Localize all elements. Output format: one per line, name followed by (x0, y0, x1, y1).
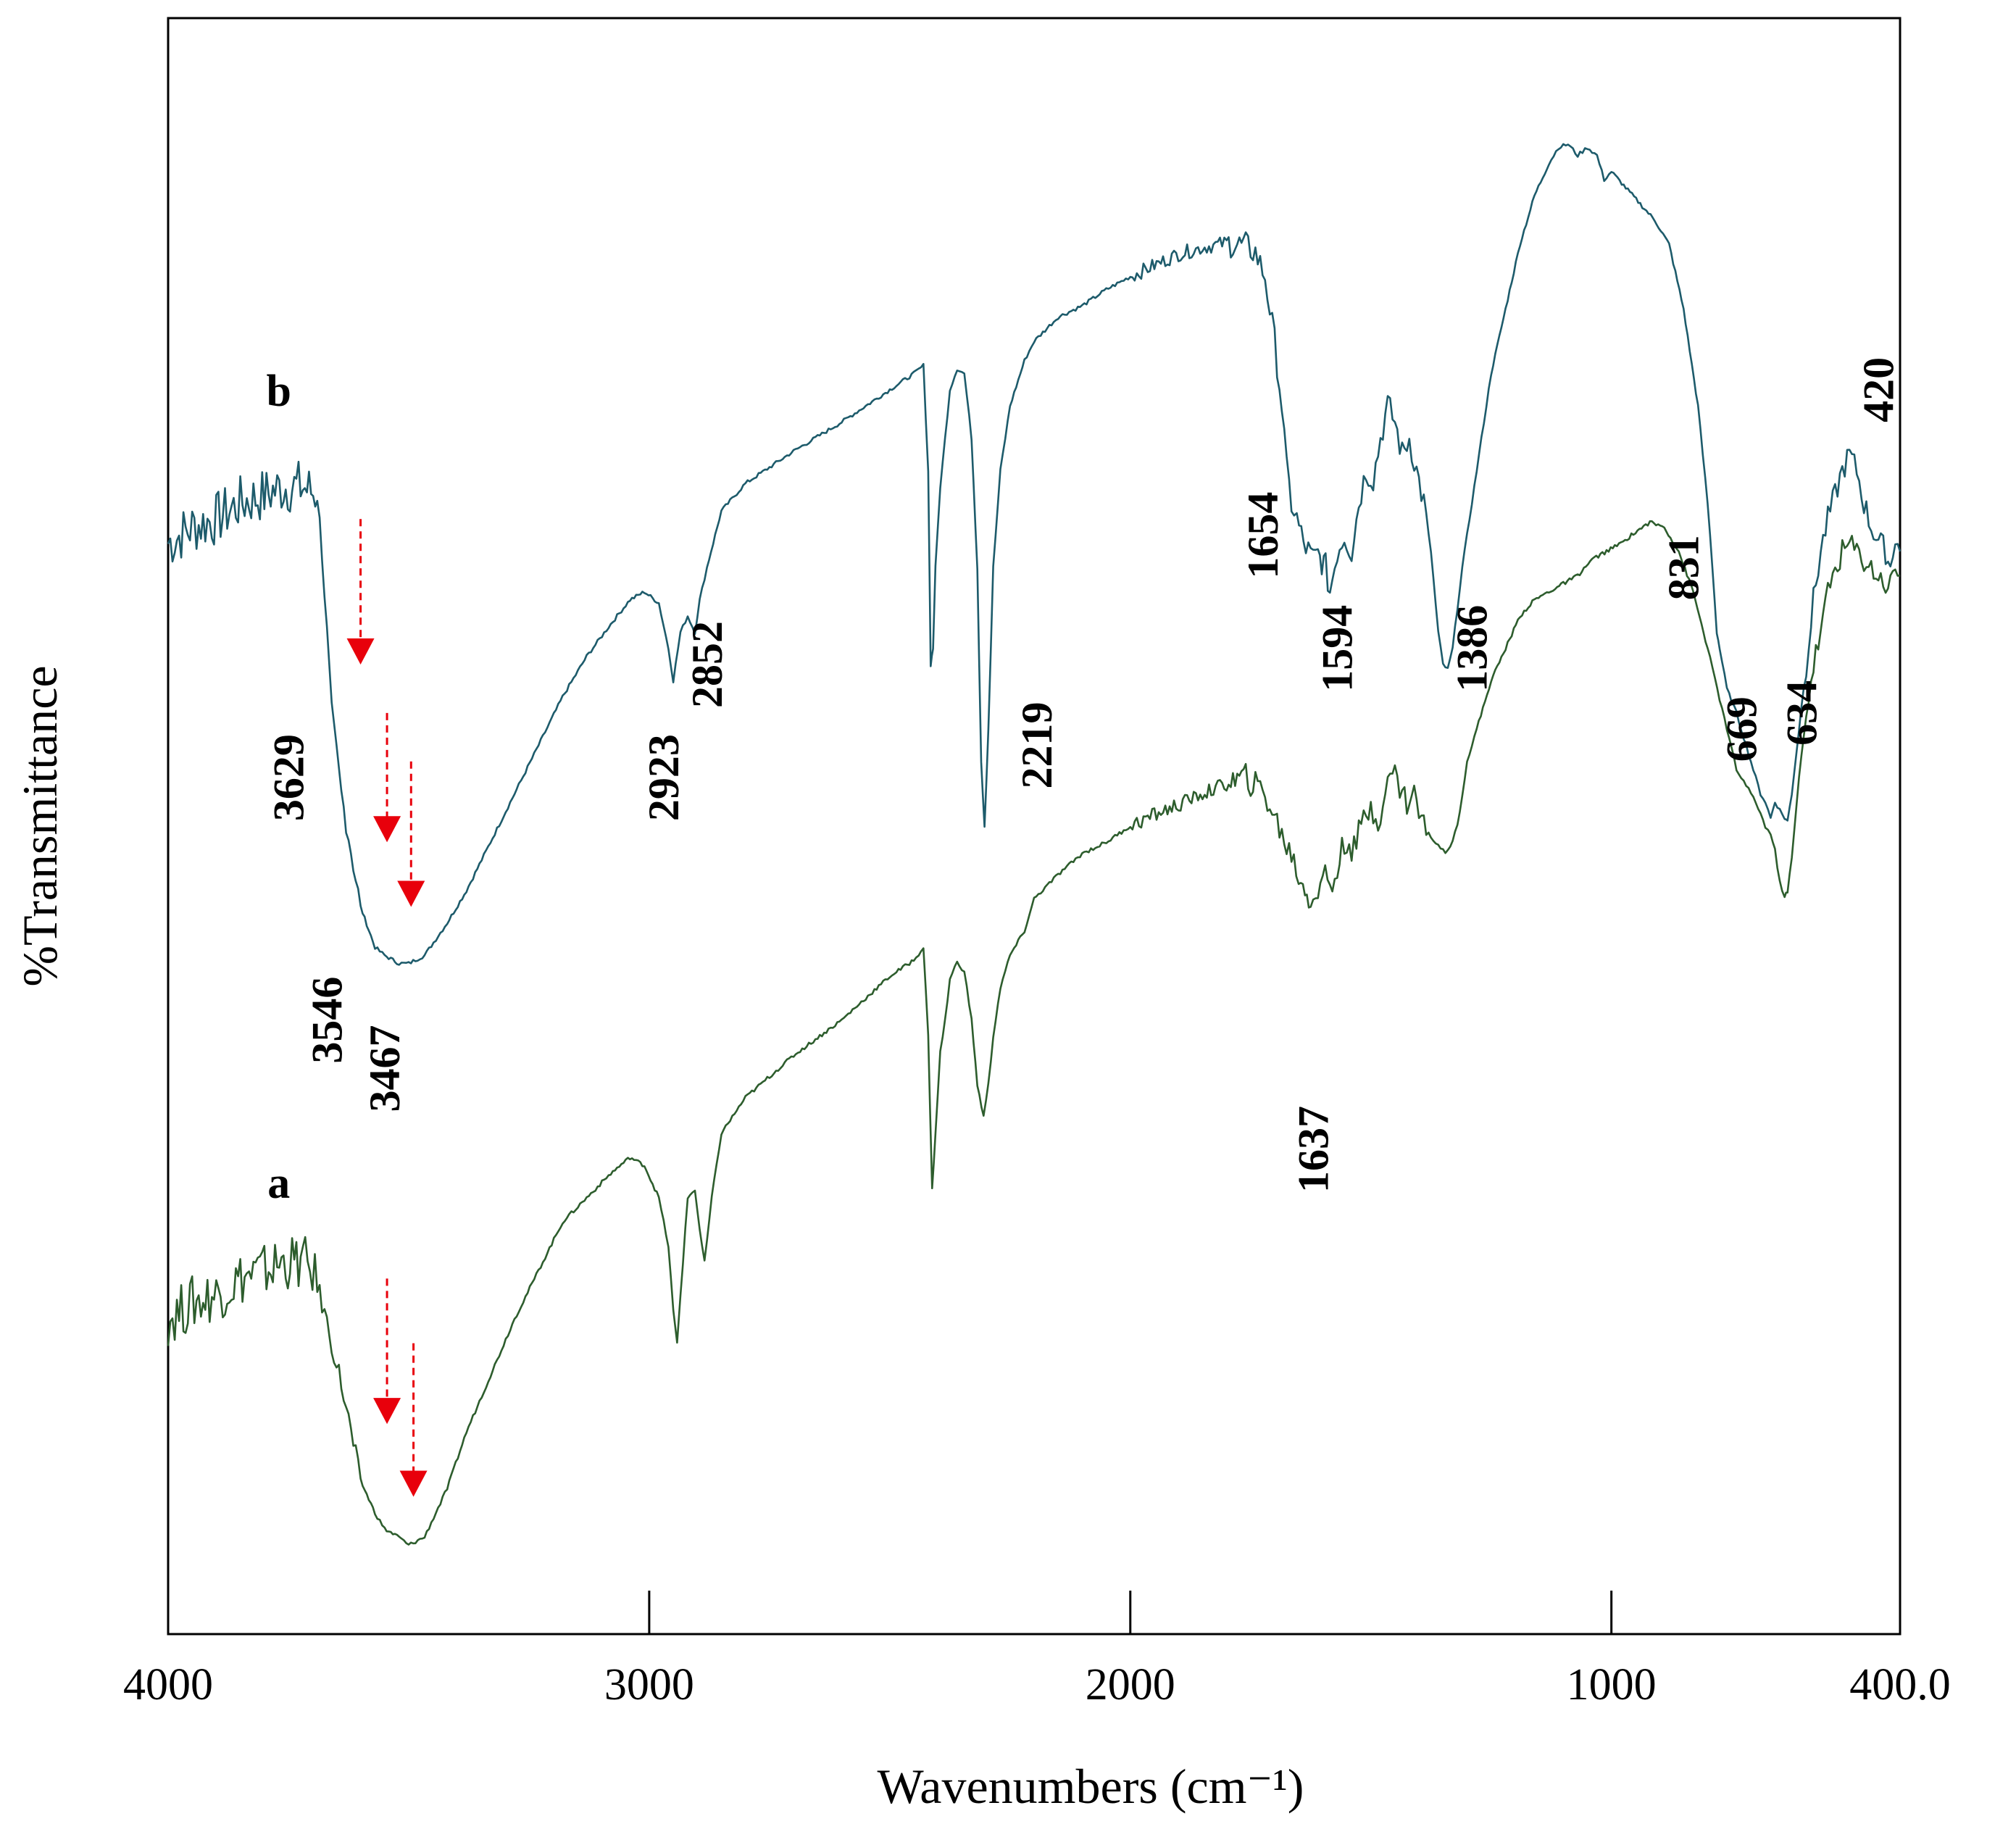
peak-label: 420 (1855, 357, 1903, 422)
plot-frame (168, 18, 1900, 1634)
spectrum-line-b (168, 144, 1900, 965)
peak-label: 831 (1660, 535, 1708, 600)
peak-label: 2852 (683, 621, 731, 708)
peak-label: 669 (1717, 696, 1765, 762)
ftir-chart-svg: 4000 3000 2000 1000 400.0 3629 35463467 2923 28… (0, 0, 2016, 1833)
x-axis-title: Wavenumbers (cm⁻¹) (878, 1759, 1304, 1814)
peak-label: 2219 (1013, 702, 1061, 789)
series-label-a: a (267, 1159, 290, 1208)
peak-label: 2923 (640, 734, 688, 821)
x-tick-label: 2000 (1086, 1660, 1175, 1709)
peak-label: 634 (1778, 680, 1825, 746)
spectrum-line-a (168, 521, 1900, 1544)
series-label-b: b (266, 367, 291, 416)
red-arrows (347, 519, 428, 1496)
y-axis-title: %Transmittance (12, 665, 67, 986)
x-tick-label: 400.0 (1849, 1660, 1951, 1709)
x-tick-label: 4000 (123, 1660, 213, 1709)
peak-label: 3546 (303, 977, 351, 1064)
arrow-head (373, 1398, 401, 1424)
arrow-head (347, 638, 375, 665)
ftir-chart: 4000 3000 2000 1000 400.0 3629 3546 3467 2923 28… (0, 0, 2016, 1833)
peak-label: 1594 (1314, 605, 1362, 692)
peak-label: 3467 (361, 1025, 409, 1112)
x-tick-label: 3000 (604, 1660, 694, 1709)
arrow-head (373, 816, 401, 842)
arrow-head (400, 1470, 428, 1496)
peak-label: 3629 (265, 734, 312, 821)
peak-label: 1654 (1239, 492, 1287, 579)
peak-label: 1637 (1289, 1106, 1337, 1193)
spectra (168, 144, 1900, 1545)
arrow-head (397, 881, 425, 907)
x-axis-ticks: 4000 3000 2000 1000 400.0 (123, 1591, 1951, 1709)
x-tick-label: 1000 (1567, 1660, 1657, 1709)
peak-label: 1386 (1449, 605, 1496, 692)
